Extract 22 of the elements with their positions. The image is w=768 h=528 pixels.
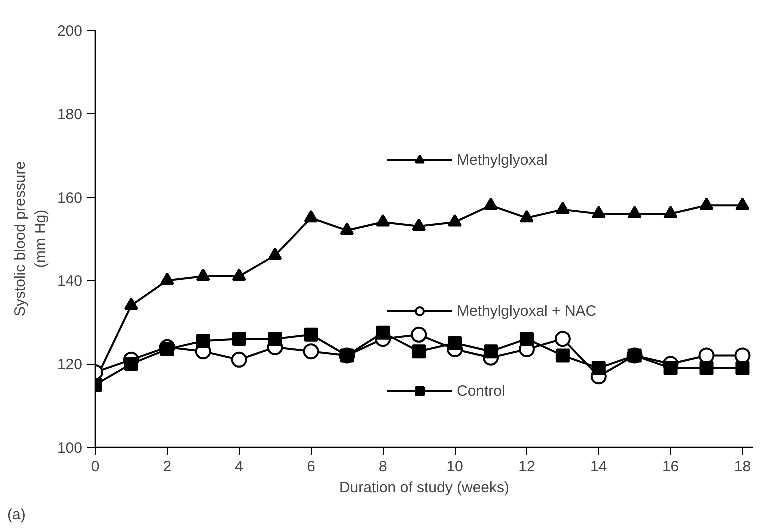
x-tick-label: 18 <box>734 458 752 476</box>
x-tick-label: 16 <box>662 458 680 476</box>
x-tick-label: 12 <box>518 458 536 476</box>
x-tick-label: 4 <box>235 458 244 476</box>
y-tick-label: 180 <box>57 106 83 124</box>
x-tick-label: 0 <box>91 458 100 476</box>
y-tick-label: 200 <box>57 23 83 40</box>
y-axis-title: Systolic blood pressure (mm Hg) <box>12 161 50 317</box>
x-tick-label: 14 <box>590 458 608 476</box>
y-tick-label: 100 <box>57 440 83 457</box>
x-axis-title: Duration of study (weeks) <box>339 480 510 496</box>
x-tick-label: 6 <box>307 458 316 476</box>
legend-label: Methylglyoxal <box>457 152 548 168</box>
legend-label: Control <box>457 382 506 400</box>
legend-label: Methylglyoxal + NAC <box>457 302 597 320</box>
x-tick-label: 10 <box>446 458 464 476</box>
x-tick-label: 2 <box>163 458 172 476</box>
text: (a) <box>8 506 26 524</box>
y-tick-label: 120 <box>57 356 83 374</box>
x-tick-label: 8 <box>378 458 388 476</box>
y-tick-label: 140 <box>57 273 83 290</box>
y-tick-label: 160 <box>57 190 83 207</box>
